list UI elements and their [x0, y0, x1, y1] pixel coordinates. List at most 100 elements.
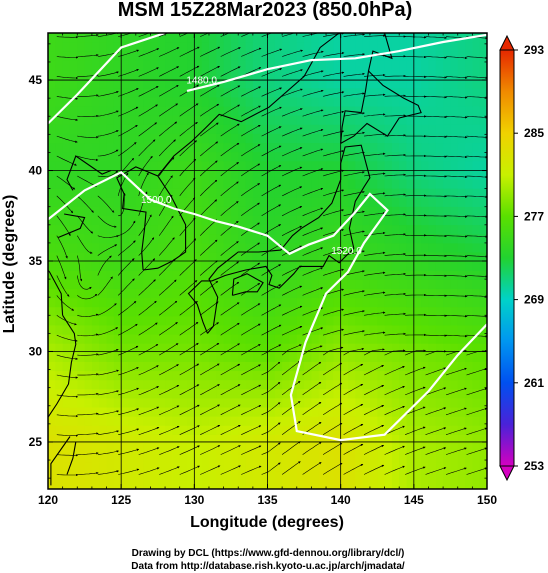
coastline — [231, 273, 264, 296]
streamline — [281, 344, 302, 356]
streamline — [97, 244, 118, 256]
streamline — [363, 365, 384, 376]
streamline — [466, 367, 487, 376]
streamline — [343, 310, 365, 316]
streamline — [323, 130, 345, 137]
streamline — [425, 447, 447, 455]
streamline — [241, 364, 261, 376]
colorbar-tick-label: 285 — [524, 126, 544, 140]
streamline — [179, 280, 198, 296]
streamline — [364, 113, 386, 117]
streamline — [363, 385, 385, 396]
streamline — [56, 115, 78, 122]
streamline — [364, 231, 386, 236]
streamline — [343, 270, 365, 276]
streamline — [364, 211, 386, 217]
streamline — [220, 201, 239, 217]
streamline — [220, 363, 241, 376]
streamline — [56, 56, 79, 59]
streamline — [97, 276, 113, 296]
streamline — [302, 441, 322, 455]
streamline — [200, 301, 219, 316]
streamline — [466, 155, 487, 159]
streamline — [77, 255, 83, 282]
streamline — [323, 51, 345, 57]
streamline — [241, 425, 262, 435]
streamline — [56, 135, 78, 143]
y-tick-label: 45 — [29, 73, 43, 87]
streamline — [179, 197, 196, 216]
streamline — [179, 103, 199, 117]
streamline — [261, 145, 282, 157]
streamline — [364, 152, 386, 157]
streamline — [179, 425, 200, 435]
chart-title: MSM 15Z28Mar2023 (850.0hPa) — [118, 0, 413, 21]
streamline — [323, 248, 344, 256]
streamline — [446, 195, 468, 198]
streamline — [302, 327, 324, 336]
streamline — [281, 108, 303, 117]
streamline — [220, 47, 241, 57]
streamline — [118, 124, 138, 137]
streamline — [56, 36, 79, 39]
colorbar-tick-label: 293 — [524, 43, 544, 57]
streamline — [363, 464, 385, 475]
streamline — [425, 36, 447, 40]
streamline — [343, 290, 365, 296]
colorbar-scale — [499, 49, 515, 467]
streamline — [261, 264, 282, 276]
streamline — [425, 96, 447, 99]
streamline — [384, 366, 405, 376]
streamline — [97, 410, 119, 416]
streamline — [241, 323, 261, 336]
streamline — [466, 215, 487, 218]
streamline — [364, 172, 386, 177]
streamline — [466, 135, 487, 139]
streamline — [282, 49, 303, 57]
streamline — [404, 406, 426, 416]
streamline — [302, 227, 324, 236]
streamline — [97, 195, 115, 213]
streamline — [97, 348, 119, 356]
streamline — [159, 103, 179, 117]
streamline — [425, 367, 447, 376]
streamline — [159, 466, 180, 475]
coastline — [66, 155, 112, 191]
x-axis: 120 125 130 135 140 145 150 — [38, 33, 497, 507]
streamline — [56, 394, 79, 398]
streamline — [56, 374, 79, 379]
streamline — [384, 213, 406, 217]
streamline — [179, 121, 198, 137]
streamline — [179, 363, 200, 376]
streamline — [220, 66, 241, 77]
streamline — [138, 86, 159, 97]
streamline — [445, 155, 468, 159]
streamline — [364, 251, 386, 256]
streamline — [261, 165, 282, 177]
streamline — [302, 50, 324, 57]
streamline — [118, 142, 137, 157]
streamline — [179, 65, 200, 77]
streamline — [200, 363, 220, 376]
streamline — [200, 322, 219, 336]
streamline — [241, 344, 261, 356]
streamline — [97, 170, 119, 177]
streamline — [97, 235, 119, 238]
streamline — [384, 332, 406, 336]
streamline — [199, 219, 218, 236]
streamline — [220, 162, 239, 177]
streamline — [445, 367, 467, 376]
streamline — [199, 199, 218, 217]
streamline — [343, 151, 365, 157]
streamline — [56, 354, 78, 361]
colorbar-tick-label: 269 — [524, 293, 544, 307]
streamline — [343, 33, 365, 37]
streamline — [138, 365, 159, 376]
streamline — [118, 408, 140, 416]
streamline — [159, 384, 180, 396]
streamline — [302, 128, 324, 137]
streamline — [200, 424, 221, 435]
streamline — [302, 247, 324, 256]
streamline — [302, 267, 324, 276]
streamline — [281, 265, 303, 276]
